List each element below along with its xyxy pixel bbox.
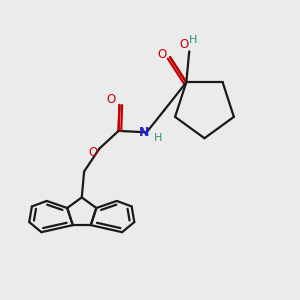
Text: O: O	[88, 146, 98, 159]
Text: H: H	[189, 35, 198, 45]
Text: O: O	[157, 48, 167, 61]
Text: N: N	[138, 126, 149, 139]
Text: O: O	[106, 93, 115, 106]
Text: O: O	[179, 38, 189, 51]
Text: H: H	[154, 133, 162, 143]
